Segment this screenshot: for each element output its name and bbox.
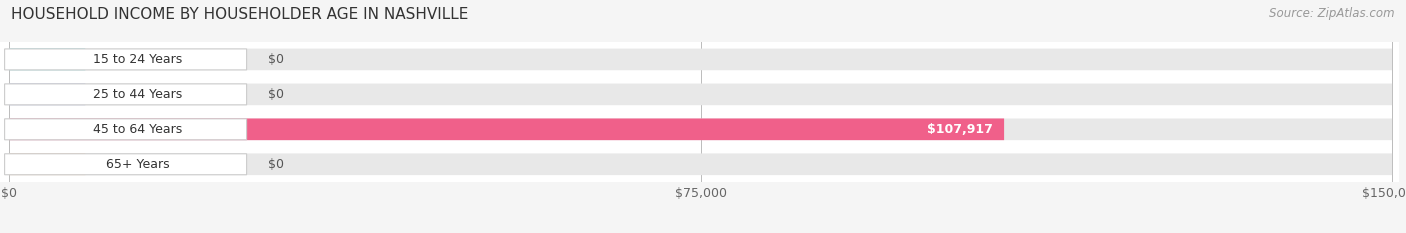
FancyBboxPatch shape xyxy=(10,49,86,70)
FancyBboxPatch shape xyxy=(10,83,86,105)
Text: 65+ Years: 65+ Years xyxy=(105,158,170,171)
FancyBboxPatch shape xyxy=(10,83,1392,105)
Bar xyxy=(0,42,1399,77)
FancyBboxPatch shape xyxy=(10,118,1392,140)
Text: 15 to 24 Years: 15 to 24 Years xyxy=(93,53,183,66)
Bar xyxy=(0,77,1399,112)
Text: 25 to 44 Years: 25 to 44 Years xyxy=(93,88,183,101)
FancyBboxPatch shape xyxy=(10,118,1004,140)
Text: $0: $0 xyxy=(267,158,284,171)
FancyBboxPatch shape xyxy=(4,84,246,105)
FancyBboxPatch shape xyxy=(10,49,1392,70)
Text: $107,917: $107,917 xyxy=(927,123,993,136)
Text: $0: $0 xyxy=(267,88,284,101)
Text: HOUSEHOLD INCOME BY HOUSEHOLDER AGE IN NASHVILLE: HOUSEHOLD INCOME BY HOUSEHOLDER AGE IN N… xyxy=(11,7,468,22)
FancyBboxPatch shape xyxy=(4,49,246,70)
Text: 45 to 64 Years: 45 to 64 Years xyxy=(93,123,183,136)
Text: Source: ZipAtlas.com: Source: ZipAtlas.com xyxy=(1270,7,1395,20)
FancyBboxPatch shape xyxy=(10,153,86,175)
Bar xyxy=(0,147,1399,182)
FancyBboxPatch shape xyxy=(4,119,246,140)
Text: $0: $0 xyxy=(267,53,284,66)
FancyBboxPatch shape xyxy=(4,154,246,175)
Bar xyxy=(0,112,1399,147)
FancyBboxPatch shape xyxy=(10,153,1392,175)
